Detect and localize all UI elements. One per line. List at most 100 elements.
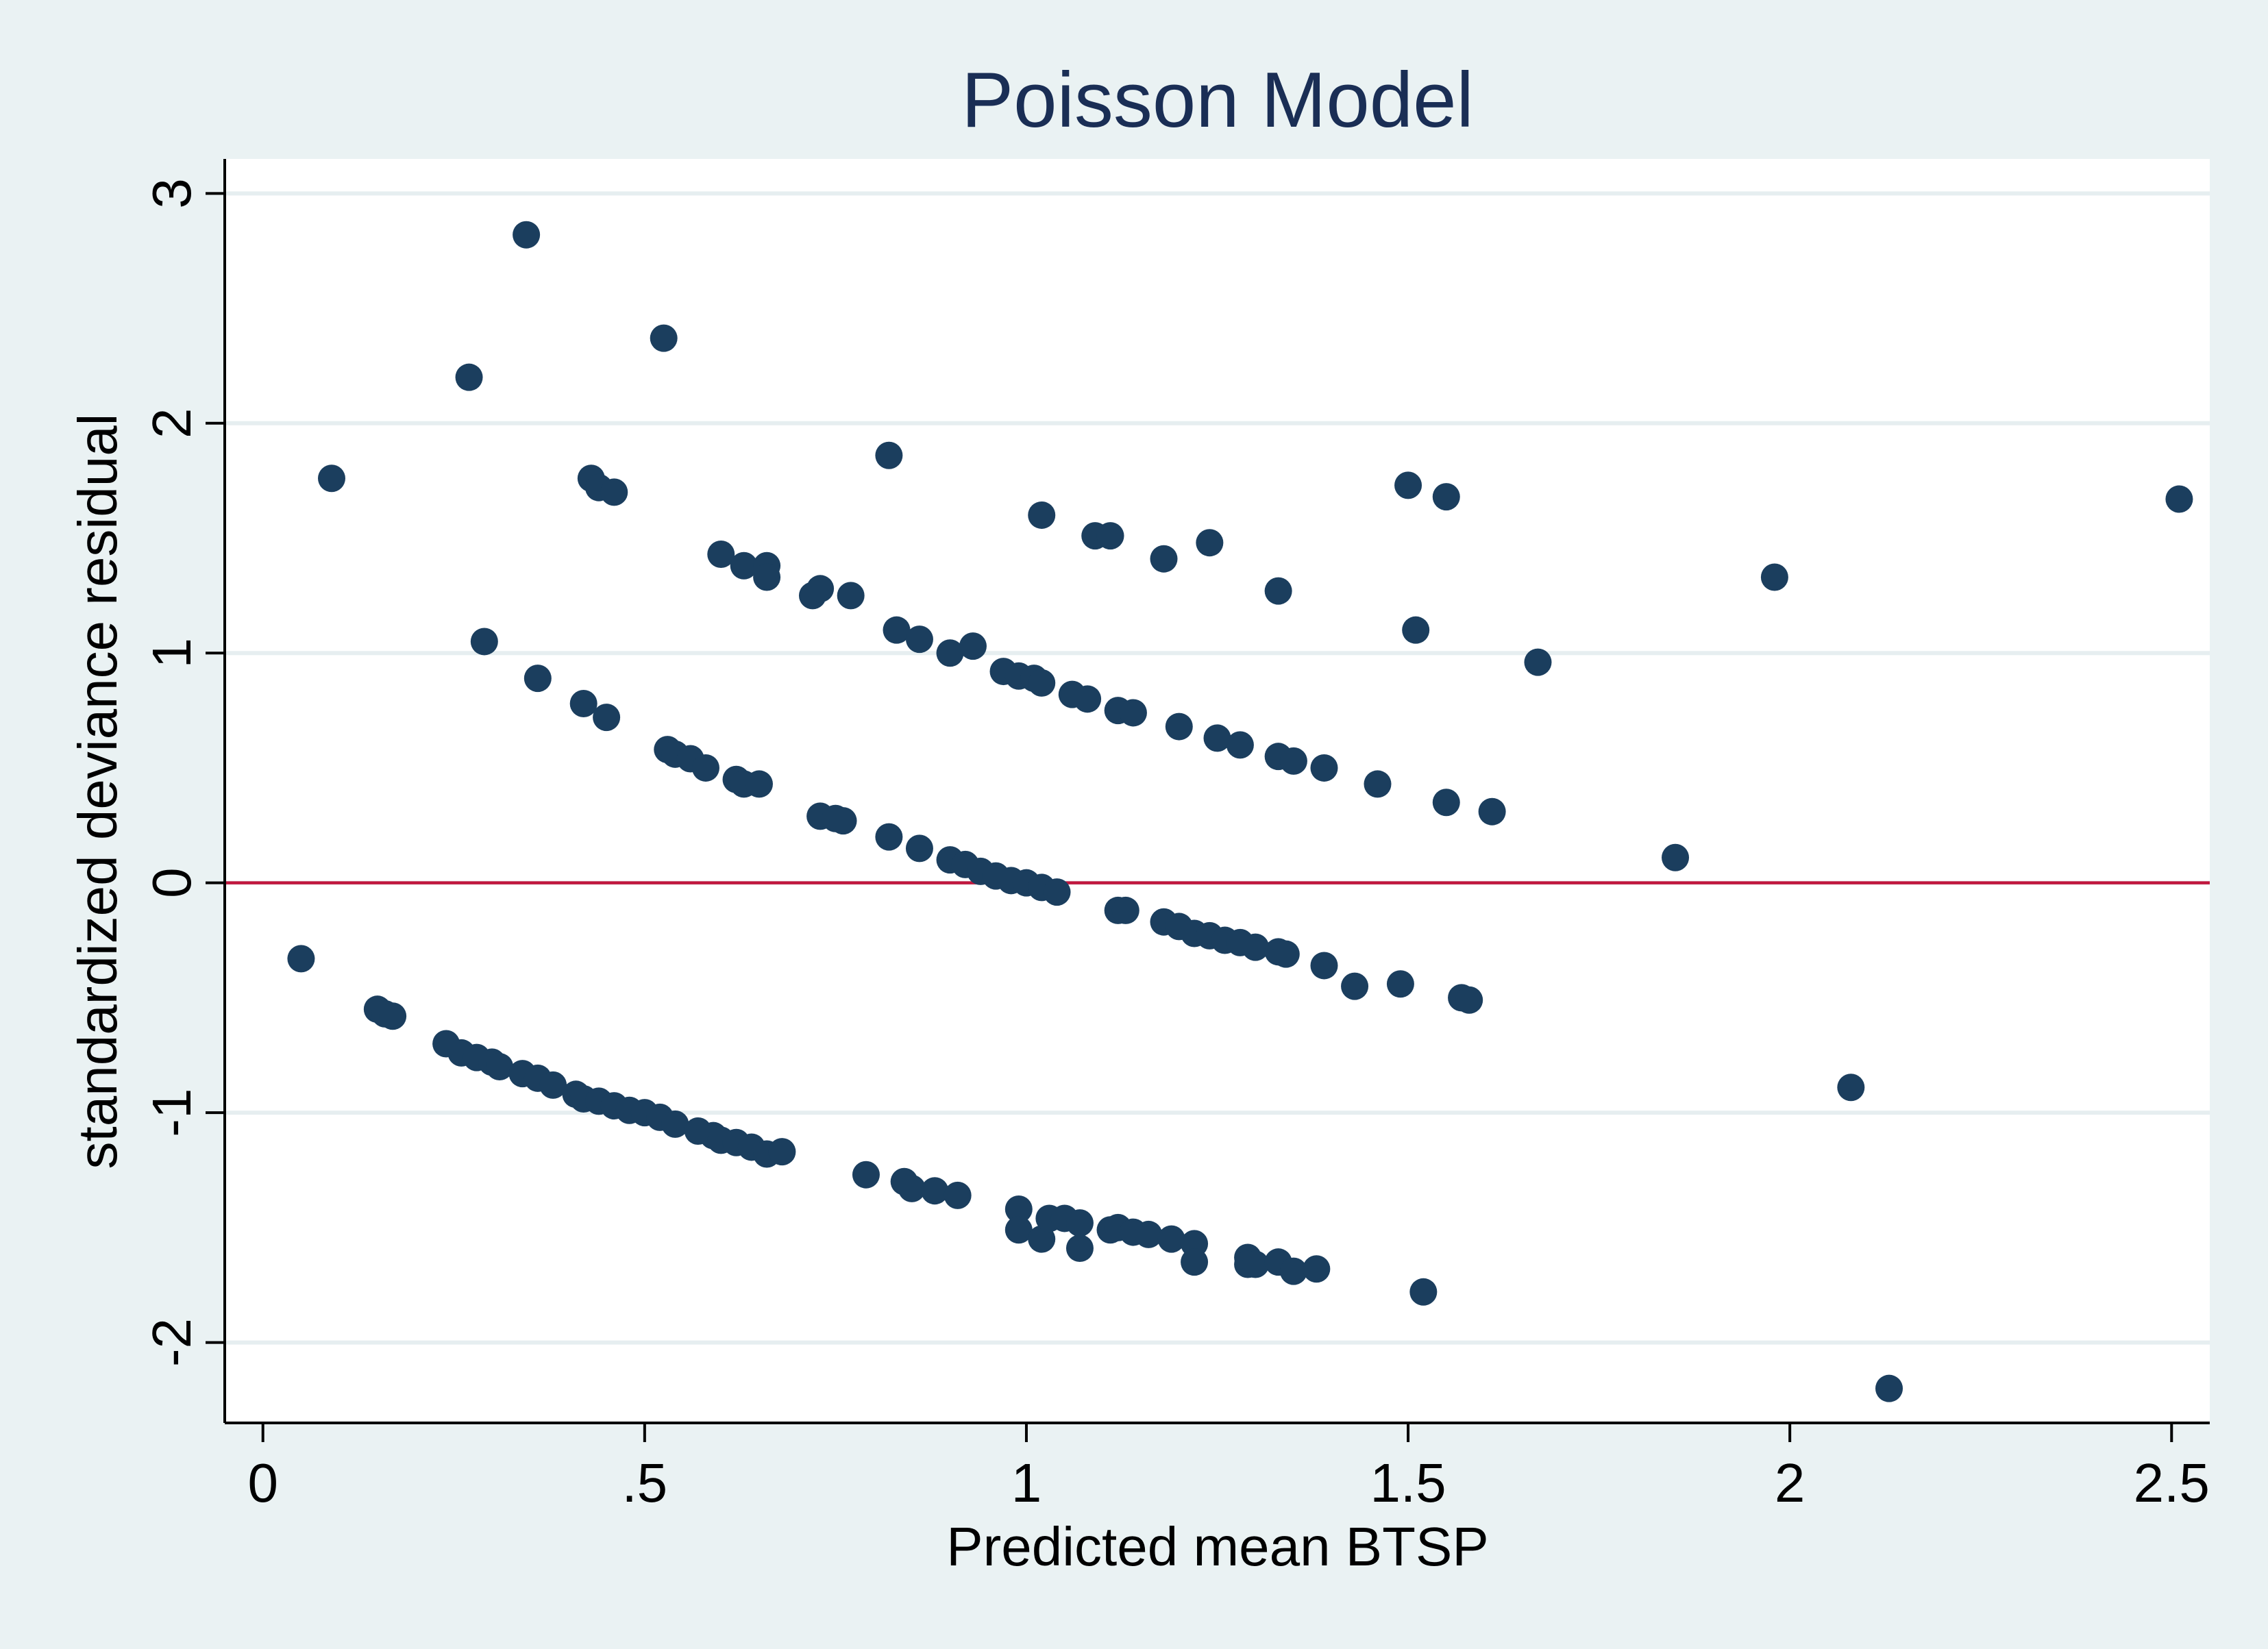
data-point (661, 1110, 689, 1138)
data-point (1524, 648, 1552, 676)
data-point (1341, 972, 1369, 1000)
data-point (317, 464, 345, 493)
data-point (806, 575, 835, 603)
data-point (1432, 483, 1460, 511)
data-point (837, 582, 865, 610)
data-point (875, 823, 903, 851)
data-point (936, 639, 964, 667)
data-point (905, 625, 933, 654)
chart-title: Poisson Model (961, 57, 1474, 144)
y-axis-label: standardized deviance residual (67, 414, 128, 1169)
data-point (513, 221, 541, 249)
data-point (1478, 797, 1506, 826)
data-point (1402, 616, 1430, 644)
data-point (707, 540, 735, 568)
data-point (1065, 1209, 1094, 1237)
axes (223, 159, 2210, 1424)
data-point (691, 754, 719, 782)
data-point (1242, 933, 1270, 961)
data-point (1875, 1374, 1903, 1402)
data-point (852, 1161, 880, 1189)
data-point (753, 563, 781, 591)
data-point (2165, 485, 2193, 513)
x-tick-label: 2.5 (2134, 1452, 2210, 1513)
data-point (523, 665, 552, 693)
data-point (1165, 712, 1193, 741)
data-point (959, 632, 987, 660)
data-point (898, 1174, 926, 1202)
data-point (1004, 1216, 1033, 1244)
data-point (745, 770, 773, 798)
data-point (1409, 1278, 1438, 1306)
data-point (1394, 471, 1422, 499)
data-point (1432, 789, 1460, 817)
data-point (883, 616, 911, 644)
data-point (1662, 843, 1690, 871)
data-point (1028, 501, 1056, 529)
data-point (1310, 952, 1338, 980)
x-axis-label: Predicted mean BTSP (946, 1516, 1488, 1577)
data-point (539, 1071, 567, 1099)
data-point (1310, 754, 1338, 782)
data-point (1196, 529, 1224, 557)
data-point (1028, 669, 1056, 697)
data-point (1065, 1235, 1094, 1263)
x-axis-ticks: 0 .5 1 1.5 2 2.5 (247, 1423, 2210, 1513)
data-point (593, 704, 621, 732)
data-point (1119, 699, 1147, 727)
x-tick-label: 0 (247, 1452, 278, 1513)
x-tick-label: 2 (1775, 1452, 1805, 1513)
data-point (905, 834, 933, 863)
data-point (486, 1053, 514, 1081)
data-point (1043, 878, 1071, 906)
data-point (1303, 1255, 1331, 1283)
y-tick-label: -1 (141, 1089, 202, 1137)
data-point (1272, 940, 1300, 968)
data-point (455, 363, 483, 391)
y-tick-label: 1 (141, 638, 202, 669)
data-point (470, 628, 498, 656)
x-tick-label: 1 (1011, 1452, 1042, 1513)
data-point (1004, 1195, 1033, 1224)
data-point (1157, 1225, 1185, 1253)
data-point (1264, 577, 1292, 605)
data-point (569, 690, 597, 718)
x-tick-label: .5 (621, 1452, 667, 1513)
data-point (600, 478, 628, 506)
data-point (1028, 1225, 1056, 1253)
data-point (1226, 731, 1254, 759)
data-point (1386, 970, 1414, 998)
data-point (1096, 522, 1124, 550)
y-tick-label: 3 (141, 178, 202, 209)
data-point (650, 324, 678, 352)
data-point (1181, 1248, 1209, 1276)
data-point (1203, 724, 1231, 752)
data-point (1150, 545, 1178, 573)
data-point (768, 1138, 796, 1166)
data-point (1242, 1250, 1270, 1278)
y-axis-ticks: -2 -1 0 1 2 3 (141, 178, 225, 1367)
data-point (379, 1002, 407, 1030)
data-point (829, 807, 857, 835)
y-tick-label: -2 (141, 1318, 202, 1367)
data-point (1074, 685, 1102, 713)
data-point (875, 441, 903, 469)
y-tick-label: 0 (141, 867, 202, 898)
data-point (1455, 986, 1483, 1014)
data-points (287, 221, 2193, 1402)
data-point (1279, 747, 1307, 775)
plot-area (225, 159, 2210, 1423)
y-tick-label: 2 (141, 408, 202, 439)
data-point (1837, 1074, 1865, 1102)
data-point (1135, 1220, 1163, 1248)
data-point (921, 1177, 949, 1205)
data-point (1364, 770, 1392, 798)
data-point (1111, 896, 1139, 924)
data-point (944, 1181, 972, 1209)
data-point (730, 551, 758, 580)
data-point (287, 945, 315, 973)
data-point (1760, 563, 1788, 591)
x-tick-label: 1.5 (1370, 1452, 1446, 1513)
